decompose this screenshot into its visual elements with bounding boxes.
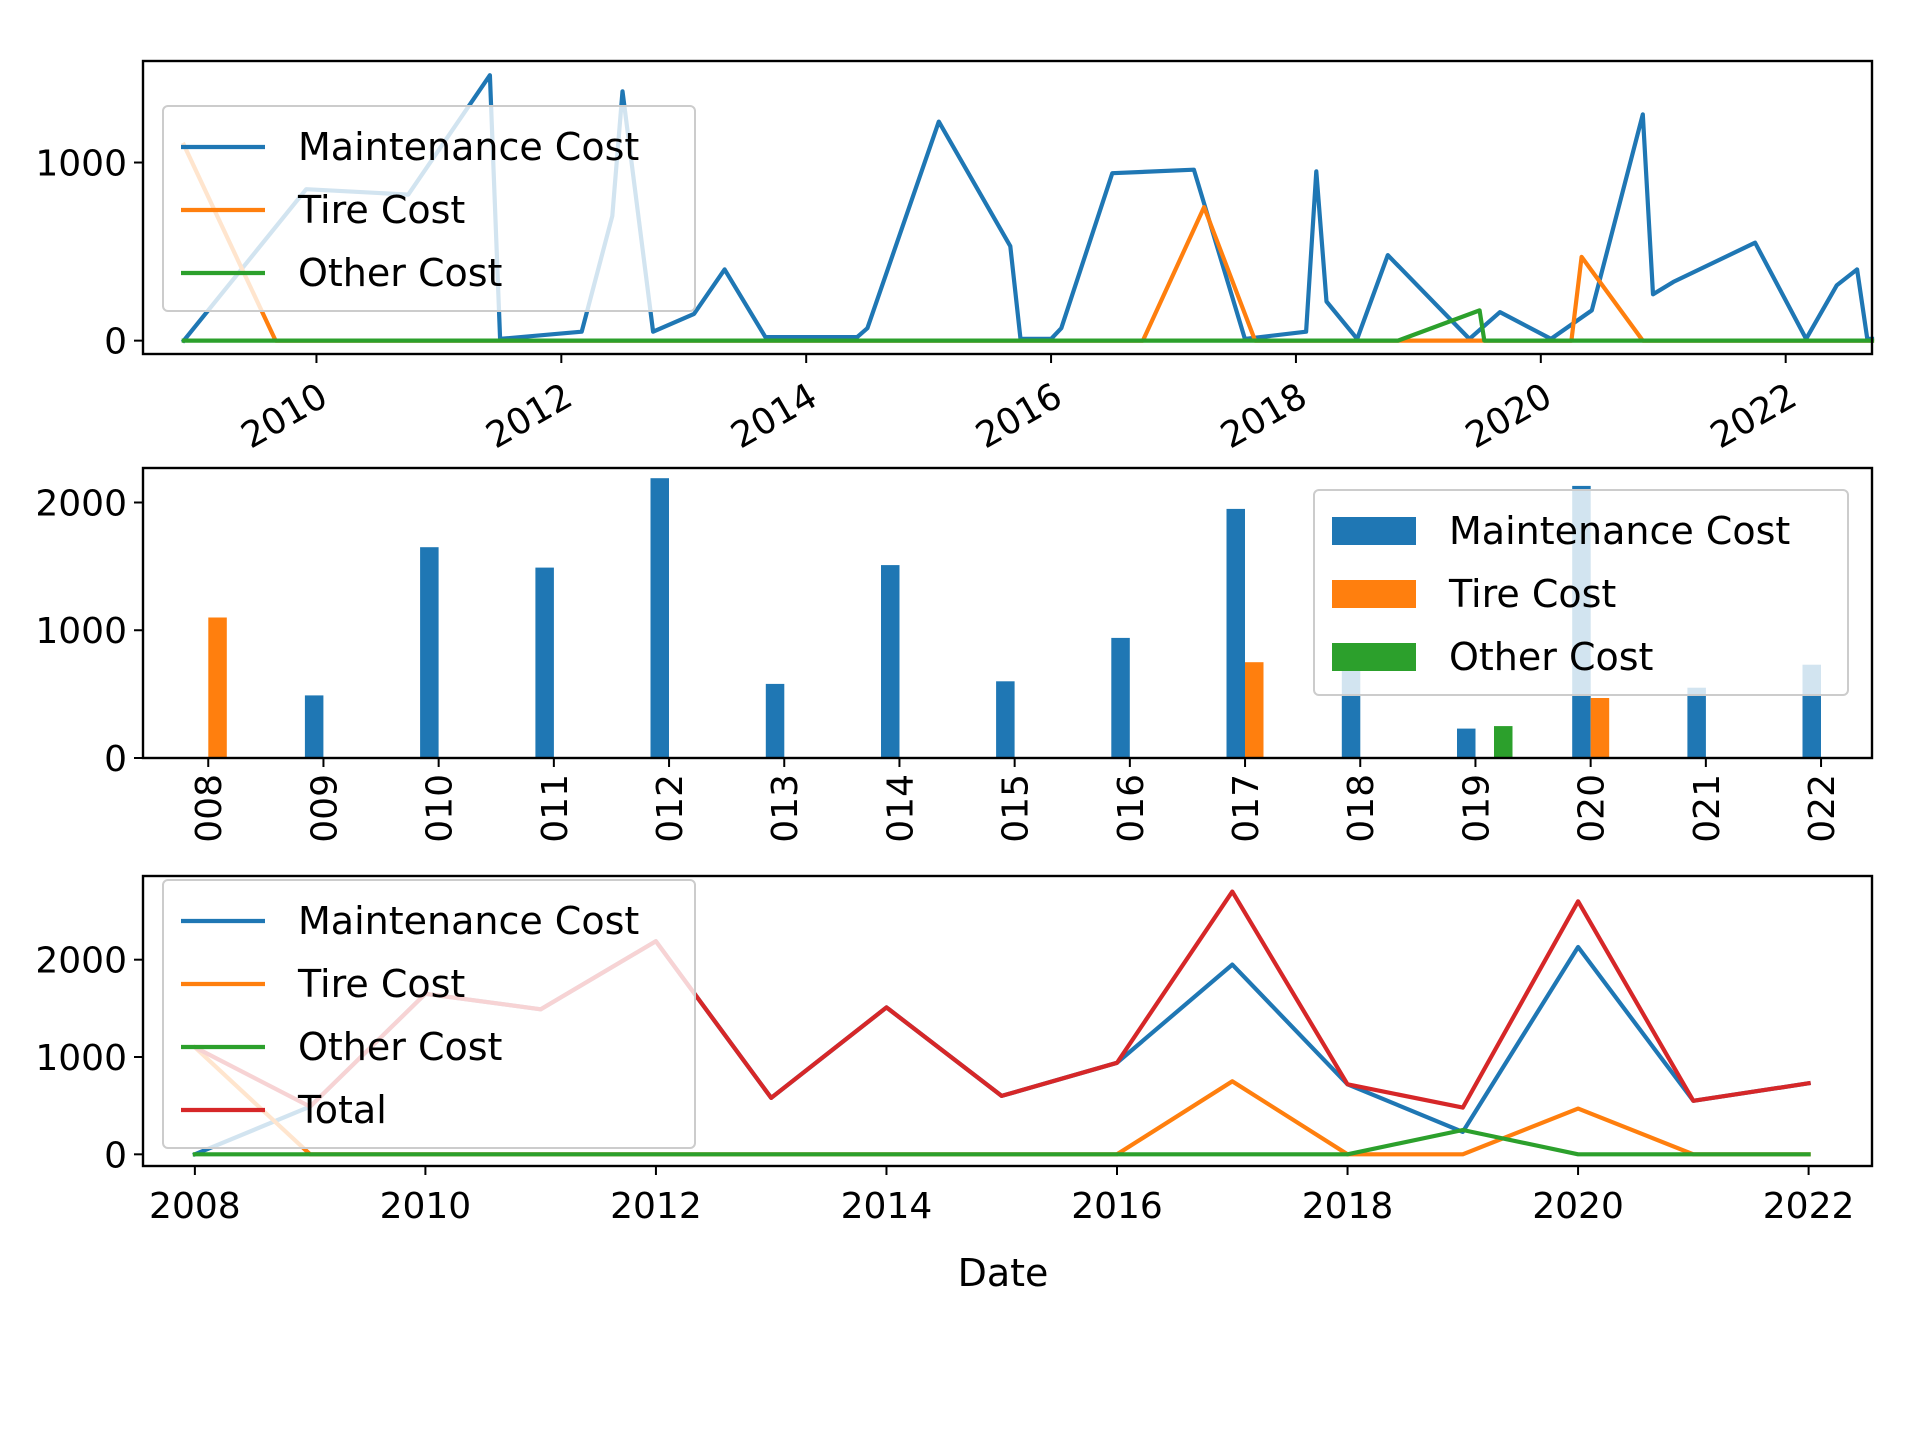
series-line-other [192, 1127, 1811, 1157]
bar-tire [208, 617, 227, 758]
bottom-ticks: 0 1000 2000 2008 2010 2012 2014 2016 2018 2020 202… [35, 941, 1854, 1227]
bar-tire [1590, 698, 1610, 758]
x-tick-label: 016 [1111, 774, 1152, 843]
x-tick-label: 2020 [1532, 1186, 1624, 1227]
x-tick-label: 2008 [149, 1186, 241, 1227]
top-legend: Maintenance Cost Tire Cost Other Cost [162, 105, 696, 312]
top-axes-frame [141, 59, 1874, 356]
middle-axes-frame [141, 466, 1874, 760]
x-tick-label: 2022 [1763, 1186, 1855, 1227]
legend-label: Tire Cost [1448, 572, 1616, 616]
x-tick-label: 011 [535, 774, 576, 843]
x-tick-label: 022 [1802, 774, 1843, 843]
x-tick-label: 012 [650, 774, 691, 843]
y-tick-label: 1000 [35, 144, 127, 185]
middle-ticks: 0 1000 2000 008 009 010 011 012 013 014 015 016 017 0… [35, 483, 1843, 842]
y-tick-label: 2000 [35, 483, 127, 524]
x-tick-label: 2016 [1071, 1186, 1163, 1227]
legend-label: Total [297, 1088, 387, 1132]
legend-label: Other Cost [298, 251, 502, 295]
legend-label: Tire Cost [297, 962, 465, 1006]
x-tick-label: 013 [765, 774, 806, 843]
bar-other [1494, 726, 1513, 758]
y-tick-label: 0 [104, 739, 127, 780]
legend-label: Other Cost [298, 1025, 502, 1069]
legend-swatch-other [1332, 643, 1416, 671]
x-tick-label: 2014 [841, 1186, 933, 1227]
bottom-x-axis-label: Date [958, 1251, 1049, 1295]
middle-legend: Maintenance Cost Tire Cost Other Cost [1313, 489, 1849, 696]
bar-maintenance [304, 695, 324, 758]
x-tick-label: 010 [420, 774, 461, 843]
legend-frame [162, 105, 696, 312]
bar-maintenance [996, 681, 1015, 758]
x-tick-label: 015 [996, 774, 1037, 843]
middle-bar-panel: 0 1000 2000 008 009 010 011 012 013 014 015 016 017 0… [35, 466, 1874, 843]
bar-maintenance [881, 565, 900, 758]
legend-label: Maintenance Cost [298, 899, 639, 943]
bar-tire [1245, 662, 1264, 758]
x-tick-label: 014 [880, 774, 921, 843]
y-tick-label: 0 [104, 322, 127, 363]
bar-maintenance [1687, 687, 1706, 758]
y-tick-label: 1000 [35, 611, 127, 652]
y-tick-label: 1000 [35, 1038, 127, 1079]
bottom-axes-frame [141, 874, 1874, 1168]
x-tick-label: 2012 [610, 1186, 702, 1227]
legend-frame [162, 879, 696, 1149]
legend-label: Tire Cost [297, 188, 465, 232]
legend-frame [1313, 489, 1849, 696]
bottom-yearly-panel: 0 1000 2000 2008 2010 2012 2014 2016 2018 2020 202… [35, 874, 1874, 1295]
x-tick-label: 021 [1687, 774, 1728, 843]
x-tick-label: 019 [1456, 774, 1497, 843]
x-tick-label: 008 [189, 774, 230, 843]
x-tick-label: 017 [1226, 774, 1267, 843]
bar-maintenance [1111, 637, 1130, 758]
y-tick-label: 0 [104, 1135, 127, 1176]
bar-maintenance [1457, 728, 1476, 758]
legend-label: Maintenance Cost [1449, 509, 1790, 553]
x-tick-label: 2018 [1302, 1186, 1394, 1227]
bar-maintenance [420, 547, 439, 758]
bar-maintenance [765, 683, 785, 758]
y-tick-label: 2000 [35, 941, 127, 982]
legend-swatch-tire [1332, 580, 1416, 608]
x-tick-label: 020 [1572, 774, 1613, 843]
x-tick-label: 009 [304, 774, 345, 843]
x-tick-label: 2010 [380, 1186, 472, 1227]
legend-label: Maintenance Cost [298, 125, 639, 169]
bar-maintenance [650, 478, 669, 758]
bottom-legend: Maintenance Cost Tire Cost Other Cost Total [162, 879, 696, 1149]
bar-maintenance [1226, 508, 1245, 758]
legend-swatch-maintenance [1332, 517, 1416, 545]
x-tick-label: 018 [1341, 774, 1382, 843]
series-line-other [181, 308, 1875, 343]
bar-maintenance [535, 567, 554, 758]
legend-label: Other Cost [1449, 635, 1653, 679]
